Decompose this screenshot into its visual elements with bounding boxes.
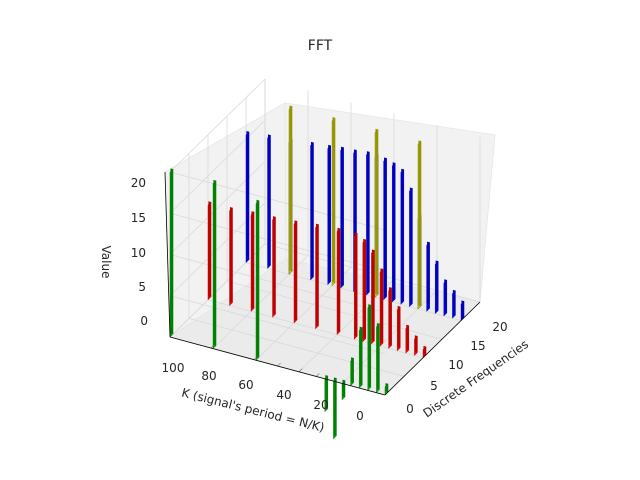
bar-side-s0-33: [444, 279, 447, 313]
bar-side-s0-21: [392, 162, 396, 300]
bar-side-s2-101: [385, 383, 389, 393]
z-axis-label: Value: [99, 246, 113, 279]
bar-side-s0-29: [427, 241, 430, 309]
y-axis-label: K (signal's period = N/K): [180, 386, 326, 435]
y-tick-5: 100: [162, 361, 185, 375]
bar-side-s1-57: [371, 249, 375, 341]
bar-side-s2-95: [359, 326, 363, 386]
x-axis-line: [384, 301, 481, 396]
bar-side-s1-41: [229, 207, 233, 303]
bar-side-s2-75: [213, 179, 217, 346]
z-tick-3: 15: [131, 211, 146, 225]
bar-side-s1-43: [251, 211, 255, 309]
x-tick-1: 5: [430, 379, 438, 393]
grid-z-back-4: [169, 78, 266, 173]
bar-side-s2-97: [368, 304, 371, 388]
bar-side-s0-7: [310, 141, 314, 278]
bar-side-s0-37: [461, 300, 465, 318]
bar-side-s1-49: [315, 223, 319, 326]
z-tick-1: 5: [138, 280, 146, 294]
bar-side-s2-93: [351, 357, 354, 383]
bar-side-s1-63: [397, 305, 401, 348]
bar-side-s0-35: [452, 289, 456, 316]
bar-side-s1-65: [406, 324, 409, 351]
y-tick-2: 40: [276, 388, 291, 402]
bar-side-s3-105: [332, 117, 336, 283]
bar-side-s0-31: [435, 260, 439, 311]
bar-side-s3-103: [289, 105, 293, 272]
bar-side-s2-87: [325, 375, 328, 409]
bar-side-s1-47: [294, 220, 298, 321]
bar-side-s2-91: [342, 379, 346, 397]
bar-side-s0-9: [328, 144, 331, 282]
bar-side-s3-109: [418, 140, 422, 307]
bar-side-s1-69: [423, 345, 427, 355]
x-tick-3: 15: [470, 339, 485, 353]
bar-side-s1-53: [354, 232, 358, 337]
bar-side-s1-39: [208, 201, 212, 297]
bar-side-s0-25: [409, 187, 413, 304]
z-tick-0: 0: [140, 314, 148, 328]
y-axis-line: [169, 336, 386, 396]
bar-side-s0-3: [267, 134, 271, 266]
bar-side-s1-61: [389, 287, 392, 346]
x-tick-2: 10: [448, 358, 463, 372]
grid-z-left-3: [169, 212, 386, 272]
grid-z-left-2: [169, 254, 386, 313]
bar-side-s1-59: [380, 268, 384, 344]
z-tick-2: 10: [131, 246, 146, 260]
bar-series: [169, 105, 465, 440]
y-tick-4: 80: [201, 369, 216, 383]
bar-side-s2-89: [333, 377, 337, 436]
y-tick-0: 0: [356, 409, 364, 423]
y-tick-1: 20: [313, 398, 328, 412]
grid-z-left-4: [169, 171, 386, 231]
bar-side-s2-71: [170, 168, 174, 335]
bar-side-s0-19: [384, 157, 387, 297]
bar-side-s0-11: [341, 146, 344, 286]
bar-side-s2-99: [376, 323, 380, 390]
bar-side-s1-67: [414, 335, 418, 353]
bar-side-s1-45: [272, 216, 276, 315]
x-tick-0: 0: [406, 402, 414, 416]
z-axis-line: [164, 171, 171, 338]
z-tick-4: 20: [131, 176, 146, 190]
chart-title: FFT: [308, 38, 333, 54]
bar-side-s1-55: [363, 238, 366, 339]
bar-side-s0-15: [366, 151, 370, 293]
grid-z-left-1: [169, 295, 386, 355]
bar-side-s1-51: [337, 227, 341, 332]
bar-side-s3-107: [375, 128, 379, 295]
x-tick-4: 20: [492, 320, 507, 334]
y-tick-3: 60: [238, 378, 253, 392]
bar-side-s0-1: [246, 131, 250, 260]
bar-side-s0-23: [401, 168, 404, 302]
bar-side-s2-79: [256, 199, 260, 358]
